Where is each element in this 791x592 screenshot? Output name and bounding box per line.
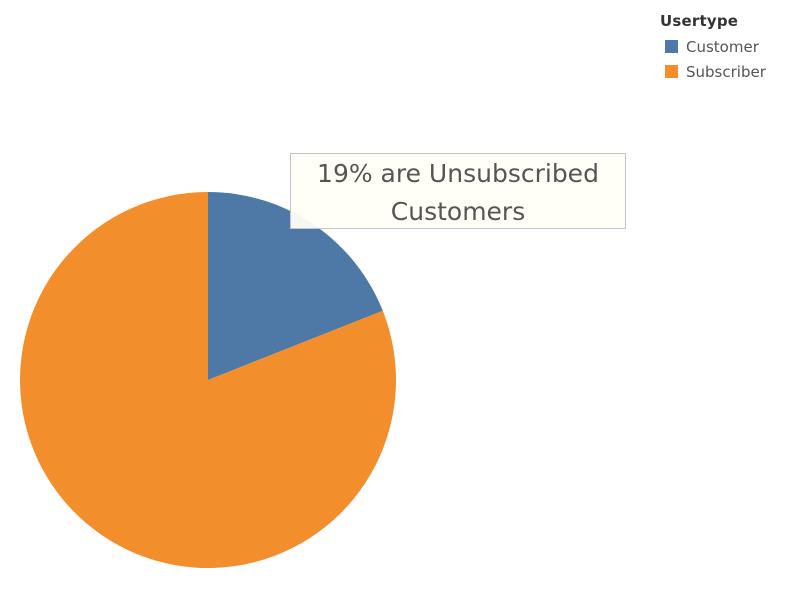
pie-slice-subscriber[interactable] bbox=[19, 192, 396, 568]
legend-item-subscriber[interactable]: Subscriber bbox=[660, 59, 766, 84]
legend-swatch-subscriber bbox=[665, 65, 678, 78]
annotation-box[interactable]: 19% are Unsubscribed Customers bbox=[290, 153, 626, 229]
legend-item-customer[interactable]: Customer bbox=[660, 34, 766, 59]
legend-title: Usertype bbox=[660, 12, 739, 30]
legend-label-subscriber: Subscriber bbox=[686, 62, 766, 81]
legend-swatch-customer bbox=[665, 40, 678, 53]
pie-slices bbox=[19, 192, 396, 568]
legend: Usertype Customer Subscriber bbox=[660, 12, 766, 84]
legend-label-customer: Customer bbox=[686, 37, 759, 56]
pie-slice-customer[interactable] bbox=[208, 192, 383, 380]
